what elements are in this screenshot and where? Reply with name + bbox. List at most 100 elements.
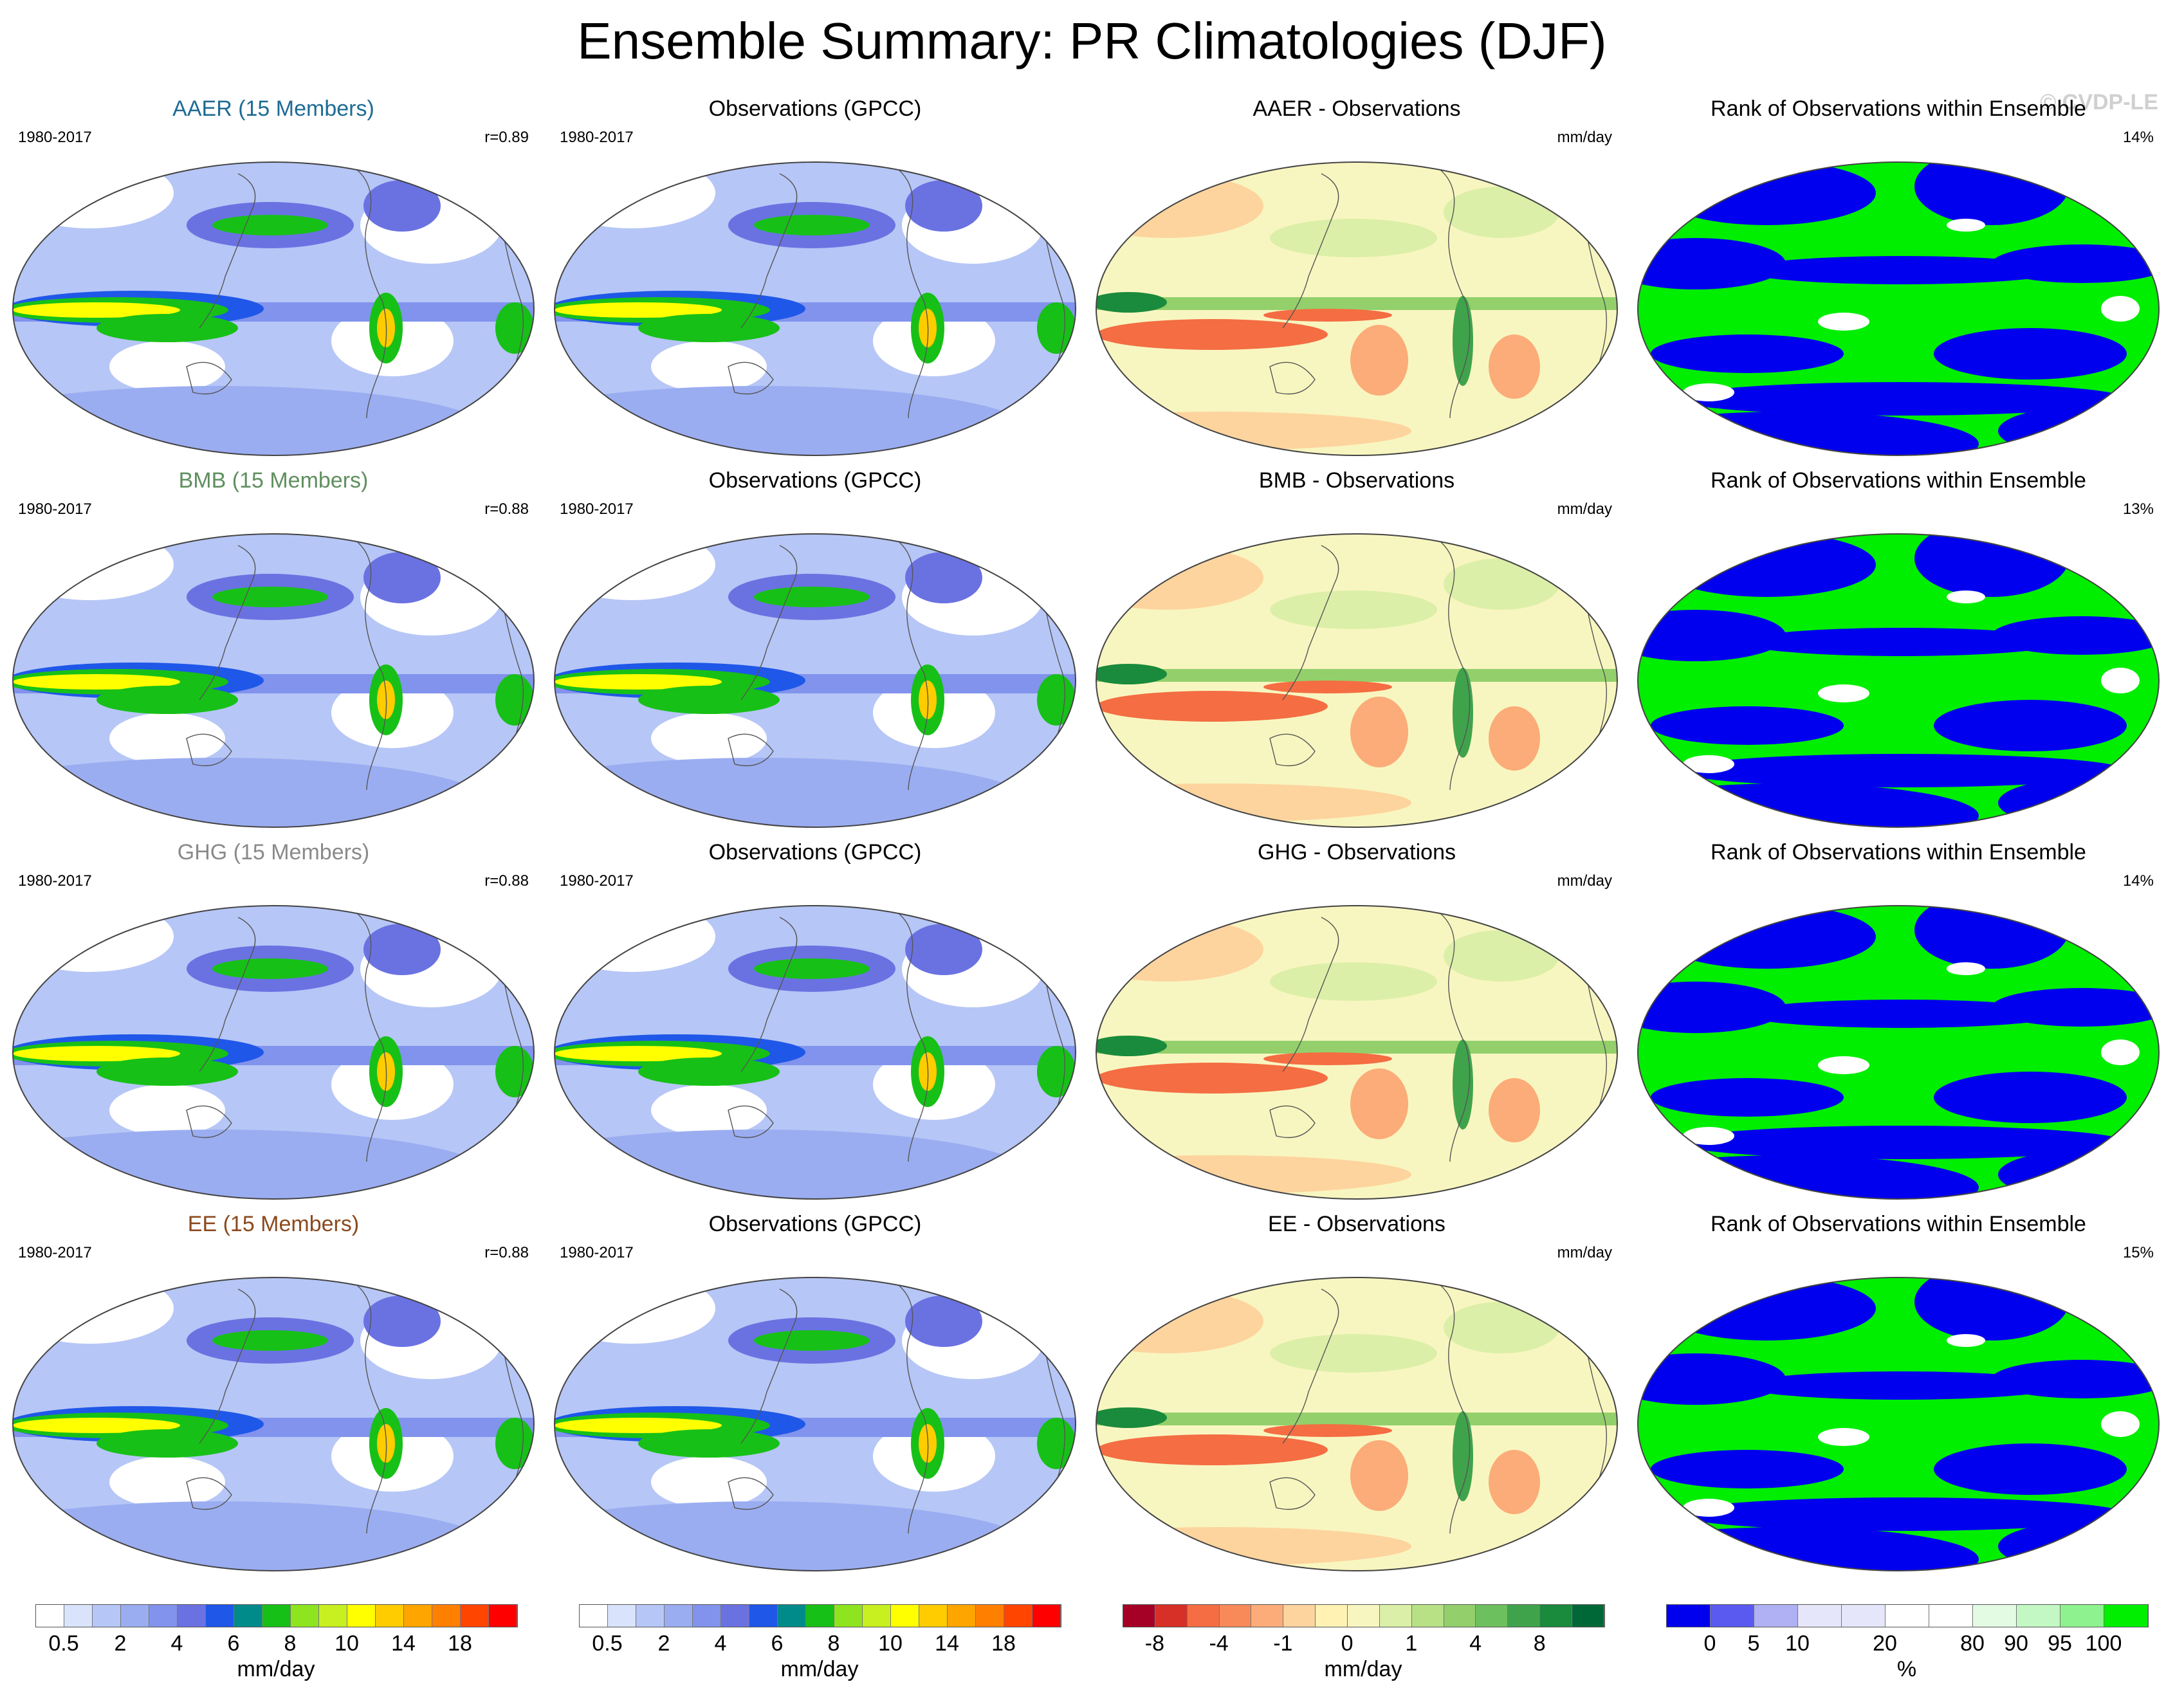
north-pacific-core [754,958,870,979]
mid-rank-region [1683,1499,1734,1517]
spcz [96,314,238,342]
colorbar-swatches [35,1604,518,1627]
wet-bias-strong [1096,1407,1167,1428]
warm-pool-max [555,1418,722,1433]
coastline [895,910,929,1162]
map-outline [1096,533,1618,828]
rank-panel: Rank of Observations within Ensemble 15% [1631,1212,2165,1572]
coastline [1436,167,1471,419]
field-background [1096,534,1617,827]
low-rank-region [1934,1443,2127,1495]
map-outline [12,1277,535,1571]
colorbar-swatch [1667,1605,1711,1627]
low-rank-region [1741,256,2062,284]
colorbar-swatch [948,1605,976,1627]
colorbar-swatch [206,1605,234,1627]
colorbar-swatch [863,1605,891,1627]
wet-bias-band [1096,1413,1617,1425]
coastline [728,733,774,767]
colorbar-swatch [1572,1605,1604,1627]
colorbar-tick-label: 6 [227,1631,240,1656]
north-atlantic-storm-track [905,552,982,603]
warm-pool-max [555,674,722,690]
colorbar-swatch [347,1605,376,1627]
dry-region [109,713,225,764]
spcz [638,1429,780,1458]
low-rank-region [1914,162,2069,225]
colorbar-swatch [778,1605,806,1627]
colorbar-tick-label: 18 [448,1631,472,1656]
low-rank-region [1657,162,1876,225]
low-rank-region [1651,1078,1844,1117]
diff-map [1096,533,1618,828]
mid-rank-region [1818,684,1869,702]
colorbar-swatch [149,1605,178,1627]
period-label: 1980-2017 [560,129,634,146]
dry-region [13,1277,174,1344]
panel-title: Observations (GPCC) [708,468,922,493]
coastline [353,167,387,419]
colorbar-swatch [178,1605,206,1627]
wet-bias [1270,962,1437,1001]
panel-title: AAER - Observations [1253,96,1461,121]
model-panel: AAER (15 Members) 1980-2017 r=0.89 [6,96,540,457]
low-rank-region [1992,988,2159,1027]
wet-bias-strong [1096,664,1167,684]
mid-rank-region [1947,962,1985,975]
africa-rain [495,1046,534,1097]
colorbar-tick-label: 8 [284,1631,297,1656]
diff-panel: AAER - Observations mm/day [1090,96,1624,457]
obs-map [554,905,1076,1200]
coastline [199,1288,256,1444]
africa-rain [495,302,534,354]
low-rank-region [1934,1072,2127,1123]
coastline [1282,173,1339,329]
colorbar-swatch [2060,1605,2104,1627]
low-rank-region [1934,700,2127,751]
colorbar-swatch [1316,1605,1348,1627]
dry-bias [1489,1078,1540,1142]
colorbar-units-label: mm/day [237,1657,315,1681]
colorbar-tick-label: 80 [1960,1631,1985,1656]
colorbar-swatch [749,1605,778,1627]
dry-region [109,1084,225,1136]
map-outline [554,533,1076,828]
colorbar-tick-label: 10 [1785,1631,1810,1656]
north-pacific-core [754,1330,870,1351]
low-rank-region [1741,628,2062,656]
diff-map [1096,161,1618,456]
colorbar-swatch [262,1605,291,1627]
period-label: 1980-2017 [18,129,92,146]
panel-title: Observations (GPCC) [708,840,922,865]
map-outline [554,905,1076,1200]
wet-bias-andes [1453,1411,1473,1501]
colorbar-tick-label: 10 [878,1631,903,1656]
map-outline [554,161,1076,456]
colorbar-tick-label: 18 [991,1631,1016,1656]
coastline [186,1105,232,1139]
units-label: mm/day [1557,872,1612,890]
mid-rank-region [1818,313,1869,331]
mid-rank-region [1947,1334,1985,1347]
low-rank-region [1741,1371,2062,1400]
dry-bias [1489,1450,1540,1514]
north-atlantic-storm-track [363,552,441,603]
map-outline [12,905,535,1200]
dry-bias [1350,697,1408,767]
colorbar-units-label: mm/day [1324,1657,1402,1681]
wet-bias-band [1096,669,1617,682]
dry-bias-strong [1096,319,1328,350]
north-pacific-core [212,1330,328,1351]
colorbar-swatch [461,1605,489,1627]
colorbar-swatch [1123,1605,1155,1627]
low-rank-region [1914,1277,2069,1341]
colorbar-swatch [1508,1605,1541,1627]
north-atlantic-storm-track [905,1295,982,1347]
low-rank-region [1741,1000,2062,1028]
colorbar-units-label: mm/day [780,1657,859,1681]
panel-title: BMB - Observations [1258,468,1455,493]
colorbar-swatch [1886,1605,1929,1627]
diff-panel: EE - Observations mm/day [1090,1212,1624,1572]
model-panel: BMB (15 Members) 1980-2017 r=0.88 [6,468,540,828]
obs-panel: Observations (GPCC) 1980-2017 [548,468,1082,828]
